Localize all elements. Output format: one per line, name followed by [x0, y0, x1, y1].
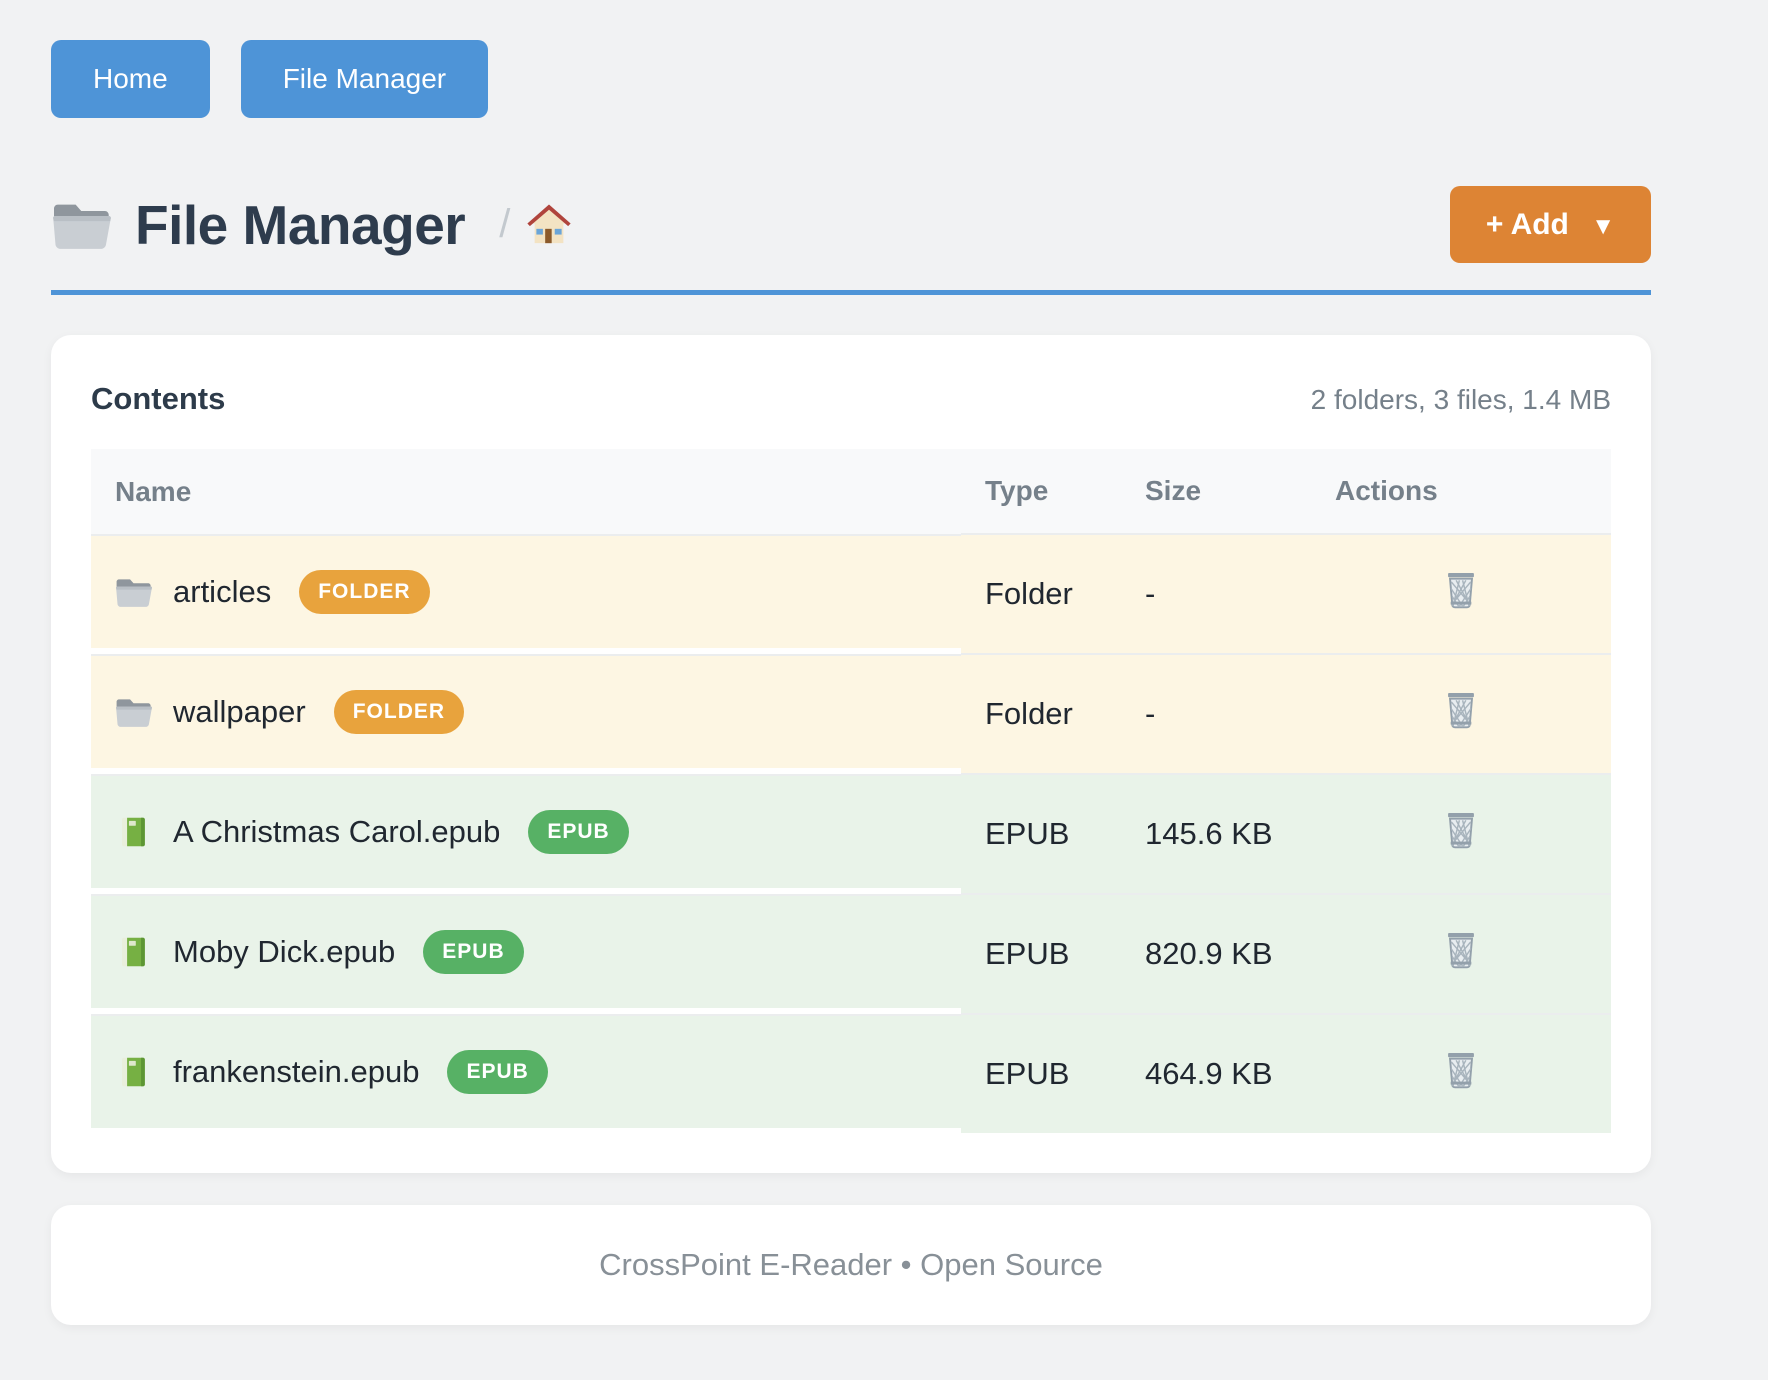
name-cell: Moby Dick.epub EPUB	[91, 894, 961, 1008]
folder-icon	[51, 197, 113, 253]
actions-cell	[1311, 773, 1611, 894]
actions-cell	[1311, 1013, 1611, 1133]
page-header: File Manager / + Add ▼	[51, 186, 1651, 263]
table-row: Moby Dick.epub EPUB EPUB 820.9 KB	[91, 893, 1611, 1014]
book-icon	[115, 814, 153, 850]
top-nav: Home File Manager	[0, 0, 1768, 118]
size-cell: -	[1121, 653, 1311, 774]
table-row: wallpaper FOLDER Folder -	[91, 653, 1611, 774]
type-cell: EPUB	[961, 1013, 1121, 1133]
delete-button[interactable]	[1441, 689, 1481, 734]
file-table: Name Type Size Actions articles FOLDER Fol…	[91, 449, 1611, 1133]
breadcrumb: /	[499, 202, 572, 247]
size-cell: 820.9 KB	[1121, 893, 1311, 1014]
file-name[interactable]: Moby Dick.epub	[173, 934, 396, 969]
type-badge: FOLDER	[333, 690, 465, 734]
trash-icon	[1441, 1049, 1481, 1091]
table-header-row: Name Type Size Actions	[91, 449, 1611, 534]
trash-icon	[1441, 929, 1481, 971]
contents-header: Contents 2 folders, 3 files, 1.4 MB	[91, 381, 1611, 417]
column-header-name: Name	[91, 449, 961, 534]
type-cell: EPUB	[961, 773, 1121, 894]
type-badge: EPUB	[528, 810, 629, 854]
page-title: File Manager	[135, 193, 466, 256]
column-header-type: Type	[961, 449, 1121, 534]
delete-button[interactable]	[1441, 569, 1481, 614]
actions-cell	[1311, 653, 1611, 774]
file-name[interactable]: articles	[173, 574, 272, 609]
folder-icon	[115, 574, 153, 610]
nav-home-button[interactable]: Home	[51, 40, 210, 118]
size-cell: 464.9 KB	[1121, 1013, 1311, 1133]
chevron-down-icon: ▼	[1591, 212, 1615, 240]
book-icon	[115, 1054, 153, 1090]
footer-text: CrossPoint E-Reader • Open Source	[599, 1247, 1103, 1282]
footer-card: CrossPoint E-Reader • Open Source	[51, 1205, 1651, 1325]
add-button-label: + Add	[1485, 207, 1569, 241]
table-row: articles FOLDER Folder -	[91, 533, 1611, 654]
type-cell: EPUB	[961, 893, 1121, 1014]
type-badge: EPUB	[447, 1050, 548, 1094]
file-name[interactable]: wallpaper	[173, 694, 306, 729]
header-divider	[51, 290, 1651, 295]
actions-cell	[1311, 893, 1611, 1014]
folder-icon	[115, 694, 153, 730]
name-cell: wallpaper FOLDER	[91, 654, 961, 768]
type-cell: Folder	[961, 653, 1121, 774]
column-header-actions: Actions	[1311, 449, 1611, 534]
book-icon	[115, 934, 153, 970]
actions-cell	[1311, 533, 1611, 654]
delete-button[interactable]	[1441, 1049, 1481, 1094]
contents-card: Contents 2 folders, 3 files, 1.4 MB Name…	[51, 335, 1651, 1173]
type-badge: EPUB	[423, 930, 524, 974]
trash-icon	[1441, 569, 1481, 611]
type-badge: FOLDER	[299, 570, 430, 614]
file-table-body: articles FOLDER Folder - wallpaper FOLDER Fold…	[91, 533, 1611, 1133]
house-icon[interactable]	[526, 203, 572, 247]
name-cell: frankenstein.epub EPUB	[91, 1014, 961, 1128]
size-cell: 145.6 KB	[1121, 773, 1311, 894]
type-cell: Folder	[961, 533, 1121, 654]
delete-button[interactable]	[1441, 809, 1481, 854]
delete-button[interactable]	[1441, 929, 1481, 974]
title-group: File Manager /	[51, 193, 1450, 257]
contents-title: Contents	[91, 381, 226, 416]
contents-summary: 2 folders, 3 files, 1.4 MB	[1310, 384, 1611, 415]
file-name[interactable]: A Christmas Carol.epub	[173, 814, 501, 849]
table-row: frankenstein.epub EPUB EPUB 464.9 KB	[91, 1013, 1611, 1133]
nav-file-manager-button[interactable]: File Manager	[240, 40, 489, 118]
column-header-size: Size	[1121, 449, 1311, 534]
table-row: A Christmas Carol.epub EPUB EPUB 145.6 KB	[91, 773, 1611, 894]
trash-icon	[1441, 809, 1481, 851]
trash-icon	[1441, 689, 1481, 731]
file-name[interactable]: frankenstein.epub	[173, 1054, 420, 1089]
add-button[interactable]: + Add ▼	[1449, 186, 1651, 263]
size-cell: -	[1121, 533, 1311, 654]
name-cell: A Christmas Carol.epub EPUB	[91, 774, 961, 888]
breadcrumb-separator: /	[499, 202, 511, 246]
name-cell: articles FOLDER	[91, 534, 961, 648]
